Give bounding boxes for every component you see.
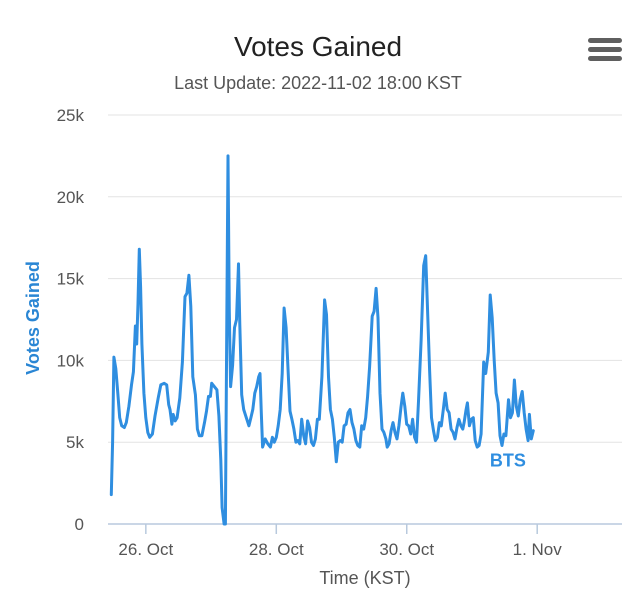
series-label-bts: BTS — [490, 451, 526, 471]
x-tick-label: 30. Oct — [379, 540, 434, 559]
chart-menu-button[interactable] — [588, 38, 622, 66]
series-layer — [109, 154, 535, 526]
x-tick-label: 28. Oct — [249, 540, 304, 559]
y-tick-label: 10k — [57, 351, 85, 370]
y-tick-label: 15k — [57, 270, 85, 289]
x-tick-label: 1. Nov — [513, 540, 563, 559]
gridlines — [108, 114, 622, 443]
x-tick-label: 26. Oct — [118, 540, 173, 559]
y-tick-label: 0 — [75, 515, 84, 534]
y-tick-label: 5k — [66, 433, 84, 452]
x-axis-ticks: 26. Oct 28. Oct 30. Oct 1. Nov — [118, 524, 562, 559]
y-tick-label: 20k — [57, 188, 85, 207]
chart-subtitle: Last Update: 2022-11-02 18:00 KST — [174, 73, 462, 93]
y-tick-label: 25k — [57, 106, 85, 125]
x-axis-title: Time (KST) — [319, 568, 410, 588]
hamburger-menu-icon — [588, 38, 622, 43]
series-line-bts — [109, 154, 535, 526]
y-axis-ticks: 0 5k 10k 15k 20k 25k — [57, 106, 85, 534]
chart-title: Votes Gained — [234, 31, 402, 62]
y-axis-title: Votes Gained — [23, 261, 43, 375]
